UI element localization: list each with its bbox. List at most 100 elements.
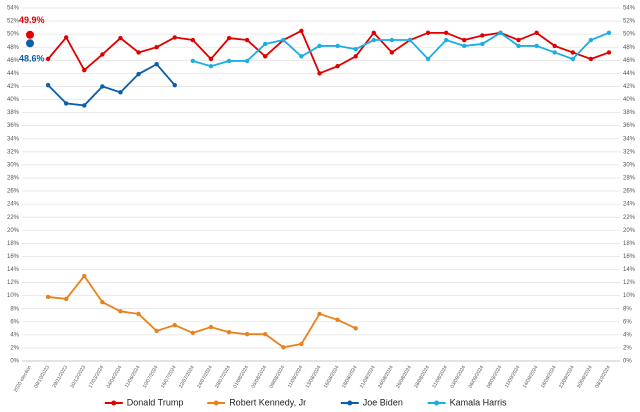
y2-tick-label: 52% (623, 19, 636, 25)
point (498, 30, 503, 36)
point (353, 46, 358, 52)
y2-tick-label: 40% (623, 97, 636, 103)
y-tick-label: 10% (7, 293, 20, 299)
x-tick-label: 28/07/2024 (214, 364, 232, 389)
y-tick-label: 50% (7, 32, 20, 38)
point (281, 37, 286, 43)
point (480, 41, 485, 47)
y-tick-label: 2% (10, 346, 19, 352)
x-tick-label: 30/12/2023 (69, 364, 87, 389)
x-tick-label: 11/08/2024 (287, 364, 305, 389)
x-tick-label: 22/07/2024 (178, 364, 196, 389)
x-tick-label: 31/08/2024 (431, 364, 449, 389)
point (480, 33, 485, 38)
point (443, 30, 449, 36)
x-tick-label: 28/08/2024 (413, 364, 431, 389)
y-tick-label: 32% (7, 149, 20, 155)
y2-tick-label: 36% (623, 123, 636, 129)
y2-tick-label: 4% (623, 332, 632, 338)
point (534, 43, 539, 49)
point (154, 45, 159, 50)
y-tick-label: 46% (7, 58, 20, 64)
point (63, 296, 69, 302)
y2-tick-label: 20% (623, 228, 636, 234)
point (516, 43, 521, 49)
point (82, 67, 87, 73)
y2-tick-label: 24% (623, 202, 636, 208)
y2-tick-label: 50% (623, 32, 636, 38)
point (226, 330, 232, 335)
legend-label: Donald Trump (127, 397, 184, 407)
point (172, 322, 177, 328)
y-tick-label: 38% (7, 110, 20, 116)
point (190, 330, 196, 336)
y-tick-label: 44% (7, 71, 20, 77)
point (588, 37, 594, 43)
y-tick-label: 30% (7, 162, 20, 168)
point (82, 273, 87, 279)
point (588, 56, 594, 62)
x-tick-label: 16/08/2024 (323, 364, 341, 389)
annotation-dot (26, 39, 34, 48)
point (136, 311, 141, 317)
y2-tick-label: 28% (623, 176, 636, 182)
point (136, 50, 141, 55)
point (317, 71, 322, 76)
y2-tick-label: 0% (623, 359, 632, 365)
point (570, 50, 576, 55)
point (516, 37, 521, 43)
y2-tick-label: 6% (623, 319, 632, 325)
series-line (47, 29, 610, 75)
x-tick-label: 29/11/2023 (52, 364, 70, 389)
legend-dot (434, 400, 440, 406)
x-tick-label: 03/09/2024 (449, 364, 467, 389)
point (190, 58, 196, 64)
y2-tick-label: 46% (623, 58, 636, 64)
y-tick-label: 28% (7, 176, 20, 182)
legend-dot (111, 400, 117, 406)
point (208, 63, 214, 69)
x-tick-label: 05/08/2024 (250, 364, 268, 389)
point (244, 331, 250, 337)
point (335, 43, 340, 49)
legend-label: Joe Biden (363, 397, 403, 407)
x-tick-label: 10/07/2024 (142, 364, 160, 389)
x-tick-label: 23/09/2024 (558, 364, 576, 389)
point (552, 50, 557, 55)
x-tick-label: 13/08/2024 (305, 364, 323, 389)
point (226, 58, 232, 64)
point (226, 35, 232, 41)
point (136, 71, 141, 77)
point (118, 90, 123, 95)
y2-tick-label: 10% (623, 293, 636, 299)
point (100, 52, 105, 57)
point (63, 101, 69, 106)
point (353, 54, 358, 59)
y2-tick-label: 54% (623, 6, 636, 12)
point (389, 50, 395, 55)
point (208, 324, 214, 330)
y2-tick-label: 18% (623, 241, 636, 247)
point (154, 328, 159, 334)
x-tick-label: 09/10/2023 (33, 364, 51, 389)
series-line (47, 63, 176, 107)
y2-tick-label: 48% (623, 45, 636, 51)
x-tick-label: 30/09/2024 (576, 364, 594, 389)
point (371, 37, 376, 43)
y2-tick-label: 8% (623, 306, 632, 312)
y-tick-label: 18% (7, 241, 20, 247)
point (299, 28, 304, 34)
point (63, 35, 69, 40)
y2-tick-label: 22% (623, 215, 636, 221)
point (552, 43, 557, 49)
legend-dot (213, 400, 219, 406)
point (335, 317, 340, 323)
x-tick-label: 24/07/2024 (196, 364, 214, 389)
x-tick-label: 18/09/2024 (540, 364, 558, 389)
x-tick-label: 01/08/2024 (232, 364, 250, 389)
x-tick-label: 04/04/2024 (106, 364, 124, 389)
point (407, 37, 413, 43)
x-tick-label: 2020 election (13, 364, 33, 393)
y-tick-label: 40% (7, 97, 20, 103)
